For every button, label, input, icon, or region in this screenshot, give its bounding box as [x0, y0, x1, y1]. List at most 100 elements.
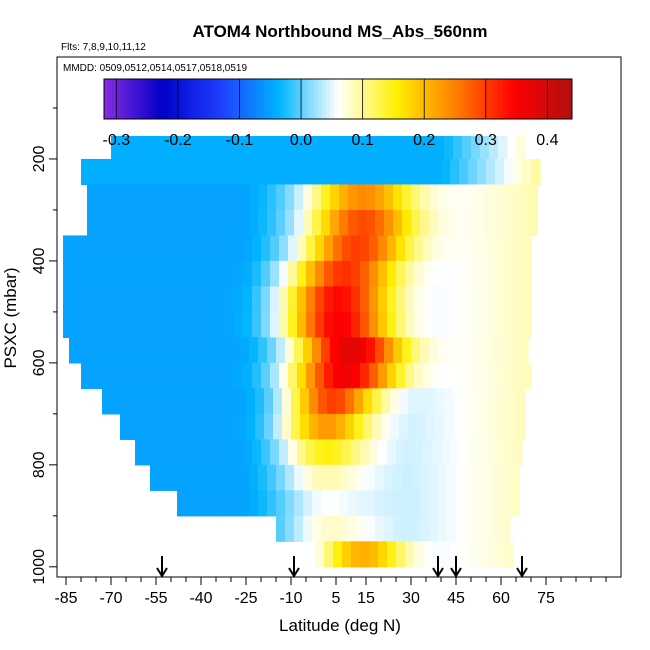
heatmap-cell [390, 136, 400, 163]
heatmap-cell [408, 136, 418, 163]
heatmap-cell [171, 311, 181, 338]
heatmap-cell [117, 158, 127, 186]
heatmap-cell [306, 260, 316, 288]
heatmap-cell [414, 439, 424, 466]
heatmap-cell [375, 515, 385, 542]
heatmap-cell [414, 362, 424, 389]
heatmap-cell [342, 541, 352, 568]
heatmap-cell [321, 490, 331, 517]
heatmap-cell [327, 413, 337, 440]
heatmap-cell [153, 286, 163, 313]
heatmap-cell [195, 184, 205, 211]
heatmap-cell [477, 311, 487, 338]
heatmap-cell [174, 413, 184, 440]
heatmap-cell [117, 311, 127, 338]
heatmap-cell [159, 337, 169, 364]
colorbar-swatch [139, 79, 144, 119]
heatmap-cell [438, 209, 448, 237]
colorbar-swatch [412, 79, 417, 119]
heatmap-cell [177, 184, 187, 211]
heatmap-cell [153, 235, 163, 262]
heatmap-cell [372, 136, 382, 163]
heatmap-cell [303, 490, 313, 517]
heatmap-cell [147, 136, 157, 163]
heatmap-cell [243, 260, 253, 288]
heatmap-cell [471, 413, 481, 440]
heatmap-cell [300, 413, 310, 440]
heatmap-cell [198, 158, 208, 186]
heatmap-cell [504, 362, 514, 389]
heatmap-cell [210, 136, 220, 163]
heatmap-cell [273, 136, 283, 163]
heatmap-cell [72, 286, 82, 313]
heatmap-cell [306, 235, 316, 262]
heatmap-cell [105, 209, 115, 237]
heatmap-cell [378, 235, 388, 262]
heatmap-cell [435, 413, 445, 440]
heatmap-cell [321, 184, 331, 211]
x-axis-title: Latitude (deg N) [279, 616, 401, 635]
colorbar-swatch [135, 79, 140, 119]
colorbar-swatch [427, 79, 433, 119]
heatmap-cell [429, 184, 439, 211]
colorbar-swatch [115, 79, 121, 119]
heatmap-cell [324, 260, 334, 288]
heatmap-cell [201, 413, 211, 440]
colorbar-swatch [431, 79, 436, 119]
heatmap-cell [249, 464, 259, 491]
heatmap-cell [360, 311, 370, 338]
heatmap-cell [219, 136, 229, 163]
heatmap-cell [306, 286, 316, 313]
heatmap-cell [294, 337, 304, 364]
heatmap-cell [381, 413, 391, 440]
colorbar-swatch [104, 79, 109, 119]
heatmap-cell [90, 260, 100, 288]
heatmap-cell [474, 490, 484, 517]
heatmap-cell [312, 490, 322, 517]
heatmap-cell [492, 515, 502, 542]
heatmap-cell [411, 490, 421, 517]
y-tick-label: 1000 [31, 549, 48, 585]
heatmap-cell [513, 439, 523, 466]
heatmap-cell [441, 158, 451, 186]
flight-arrow [432, 556, 444, 578]
heatmap-cell [216, 362, 226, 389]
heatmap-cell [492, 490, 502, 517]
heatmap-cell [528, 209, 538, 237]
heatmap-cell [405, 311, 415, 338]
heatmap-cell [330, 515, 340, 542]
heatmap-cell [423, 260, 433, 288]
heatmap-cell [468, 311, 478, 338]
heatmap-cell [321, 515, 331, 542]
heatmap-cell [411, 515, 421, 542]
heatmap-cell [414, 286, 424, 313]
heatmap-cell [192, 136, 202, 163]
heatmap-cell [138, 413, 148, 440]
heatmap-cell [258, 490, 268, 517]
heatmap-cell [312, 209, 322, 237]
heatmap-cell [498, 388, 508, 415]
heatmap-cell [327, 136, 337, 163]
heatmap-cell [360, 541, 370, 568]
heatmap-cell [351, 439, 361, 466]
heatmap-cell [450, 439, 460, 466]
heatmap-cell [270, 286, 280, 313]
heatmap-cell [360, 260, 370, 288]
heatmap-cell [90, 235, 100, 262]
heatmap-cell [225, 362, 235, 389]
flight-arrow-head [450, 567, 462, 578]
heatmap-cell [246, 388, 256, 415]
heatmap-cell [153, 260, 163, 288]
heatmap-cell [267, 464, 277, 491]
heatmap-cell [447, 209, 457, 237]
heatmap-cell [486, 286, 496, 313]
colorbar-swatch [494, 79, 499, 119]
heatmap-cell [126, 286, 136, 313]
heatmap-cell [213, 184, 223, 211]
heatmap-cell [477, 158, 487, 186]
heatmap-cell [483, 464, 493, 491]
heatmap-cell [207, 311, 217, 338]
heatmap-cell [450, 362, 460, 389]
colorbar-swatch [451, 79, 456, 119]
heatmap-cell [228, 388, 238, 415]
